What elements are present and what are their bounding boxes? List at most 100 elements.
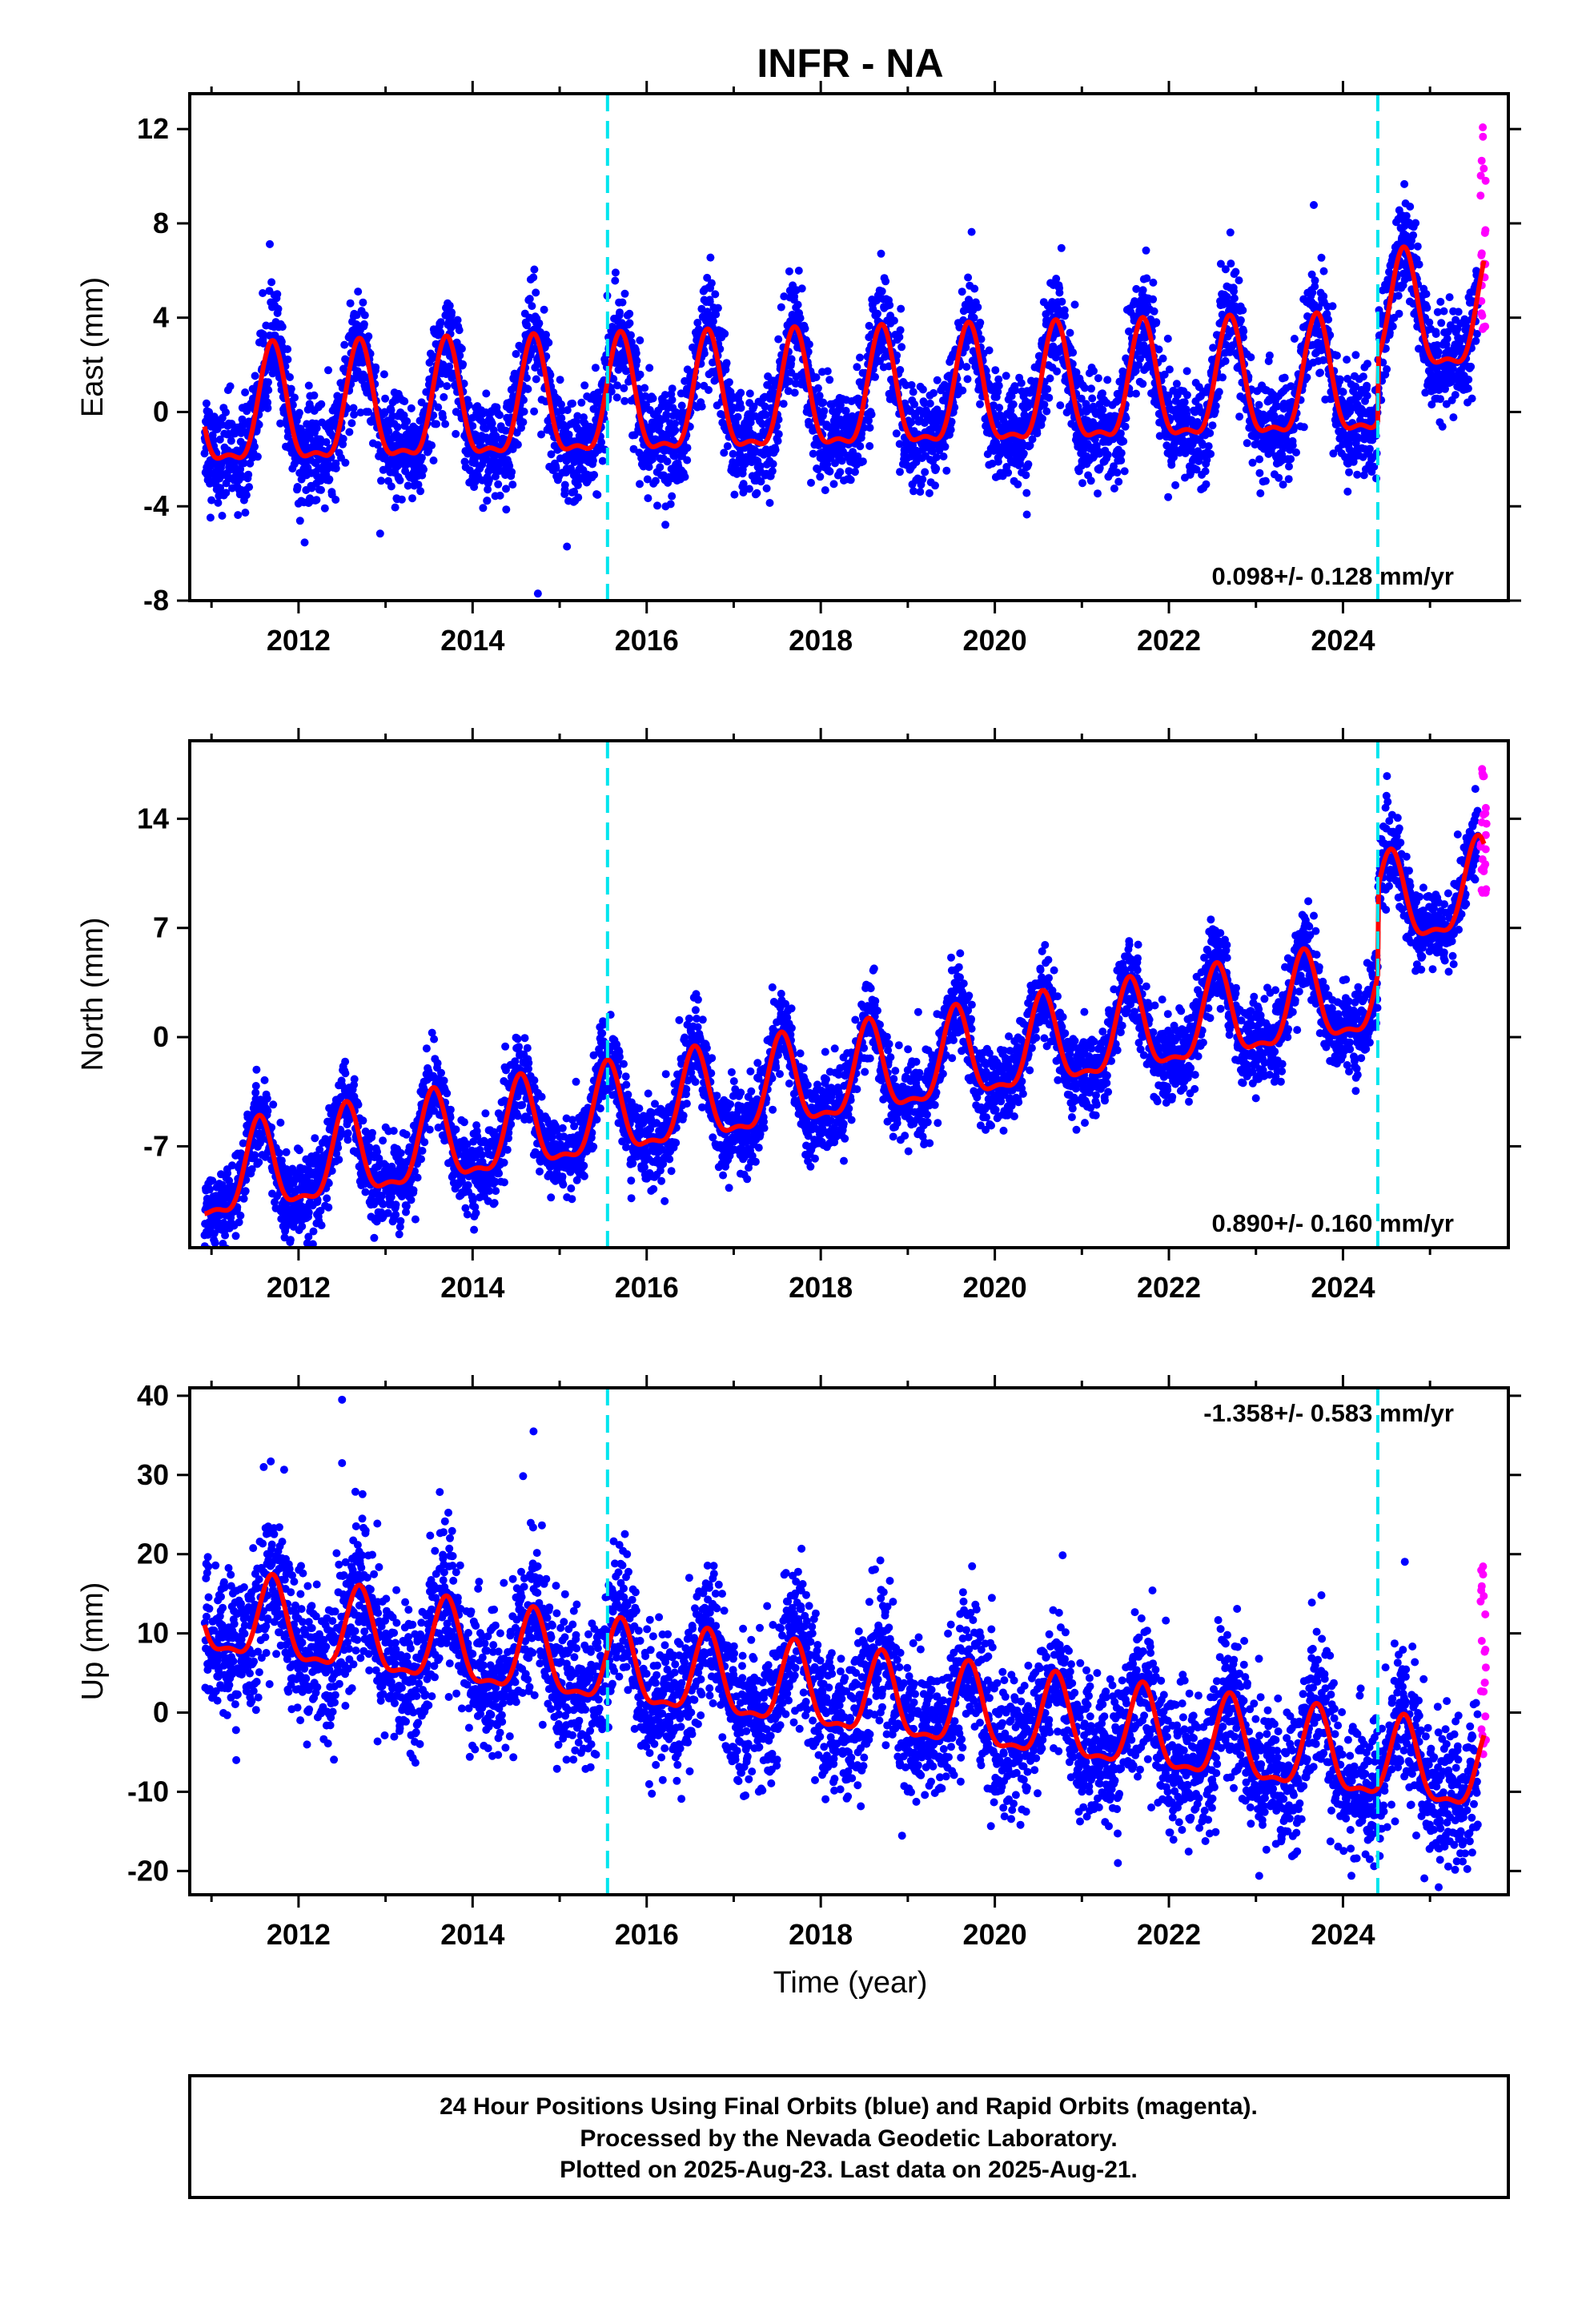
final-orbit-point [1040,400,1049,409]
final-orbit-point [354,287,363,296]
final-orbit-point [932,453,941,461]
final-orbit-point [1265,351,1274,360]
final-orbit-point [562,456,571,465]
final-orbit-point [429,411,438,420]
final-orbit-point [632,356,641,365]
final-orbit-point [774,430,783,439]
final-orbit-point [396,476,404,485]
final-orbit-point [1167,460,1176,469]
final-orbit-point [491,472,500,480]
final-orbit-point [794,267,803,275]
final-orbit-point [670,452,679,460]
final-orbit-point [1464,384,1472,393]
final-orbit-point [1119,437,1128,446]
final-orbit-point [897,304,905,313]
y-tick-label: 0 [153,395,169,428]
final-orbit-point [933,376,942,384]
final-orbit-point [312,496,321,505]
final-orbit-point [407,404,416,412]
final-orbit-point [896,468,904,476]
final-orbit-point [820,407,829,416]
final-orbit-point [1043,384,1052,393]
final-orbit-point [636,480,644,489]
final-orbit-point [291,393,299,402]
final-orbit-point [222,489,231,497]
final-orbit-point [777,303,785,312]
final-orbit-point [207,496,216,505]
final-orbit-point [589,404,598,413]
final-orbit-point [445,362,454,371]
final-orbit-point [757,477,765,486]
final-orbit-point [663,457,672,466]
final-orbit-point [508,480,517,489]
final-orbit-point [611,276,620,285]
final-orbit-point [677,401,686,410]
final-orbit-point [501,426,510,435]
final-orbit-point [468,422,477,430]
y-tick-label: 4 [153,301,169,334]
final-orbit-point [1022,510,1031,519]
final-orbit-point [288,400,297,409]
final-orbit-point [253,452,262,461]
final-orbit-point [1066,328,1074,337]
final-orbit-point [222,479,231,488]
final-orbit-point [218,512,227,520]
final-orbit-point [1046,374,1054,383]
final-orbit-point [540,305,548,314]
final-orbit-point [278,323,287,332]
final-orbit-point [889,316,898,325]
final-orbit-point [976,400,984,408]
final-orbit-point [273,290,282,299]
final-orbit-point [970,284,979,293]
final-orbit-point [881,277,890,286]
final-orbit-point [448,308,456,317]
final-orbit-point [1163,334,1172,343]
final-orbit-point [1206,428,1215,437]
rapid-orbit-point [1480,164,1488,173]
final-orbit-point [459,360,468,368]
final-orbit-point [668,492,677,501]
final-orbit-point [1149,295,1158,304]
final-orbit-point [1388,322,1397,331]
final-orbit-point [871,372,879,381]
final-orbit-point [529,273,538,282]
final-orbit-point [1120,467,1129,476]
final-orbit-point [821,486,829,495]
final-orbit-point [1055,288,1064,297]
final-orbit-point [1464,376,1473,384]
final-orbit-point [648,394,657,403]
final-orbit-point [671,420,679,428]
final-orbit-point [380,408,389,416]
final-orbit-point [563,406,572,415]
final-orbit-point [1208,421,1217,430]
final-orbit-point [598,456,607,465]
final-orbit-point [1094,489,1102,498]
final-orbit-point [963,375,972,384]
final-orbit-point [644,494,652,503]
final-orbit-point [1332,352,1341,360]
final-orbit-point [552,464,560,472]
final-orbit-point [453,316,462,324]
final-orbit-point [1288,441,1297,450]
final-orbit-point [1138,380,1147,388]
final-orbit-point [1201,467,1210,476]
final-orbit-point [958,287,966,296]
final-orbit-point [737,404,745,412]
final-orbit-point [653,501,661,510]
final-orbit-point [769,460,777,468]
final-orbit-point [668,396,677,404]
final-orbit-point [671,426,680,435]
final-orbit-point [613,381,621,390]
final-orbit-point [502,485,510,493]
final-orbit-point [580,413,588,422]
final-orbit-point [962,363,971,372]
x-tick-label: 2016 [615,624,679,657]
final-orbit-point [666,500,675,509]
final-orbit-point [746,418,755,427]
final-orbit-point [737,388,745,397]
final-orbit-point [537,430,545,439]
final-orbit-point [1022,471,1030,480]
final-orbit-point [573,412,582,420]
final-orbit-point [994,457,1002,466]
final-orbit-point [946,425,955,434]
